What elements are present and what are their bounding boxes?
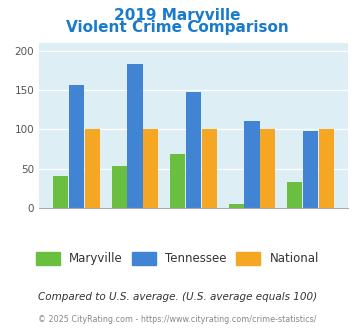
Bar — [170, 154, 185, 208]
Text: Compared to U.S. average. (U.S. average equals 100): Compared to U.S. average. (U.S. average … — [38, 292, 317, 302]
Text: Violent Crime Comparison: Violent Crime Comparison — [66, 20, 289, 35]
Bar — [319, 129, 334, 208]
Bar — [303, 131, 318, 208]
Bar — [143, 129, 158, 208]
Bar — [69, 84, 84, 208]
Bar — [127, 64, 143, 208]
Bar — [229, 204, 244, 208]
Text: © 2025 CityRating.com - https://www.cityrating.com/crime-statistics/: © 2025 CityRating.com - https://www.city… — [38, 315, 317, 324]
Bar — [85, 129, 100, 208]
Bar — [53, 176, 68, 208]
Bar — [287, 182, 302, 208]
Bar — [111, 166, 127, 208]
Text: 2019 Maryville: 2019 Maryville — [114, 8, 241, 23]
Bar — [186, 92, 201, 208]
Bar — [244, 121, 260, 208]
Legend: Maryville, Tennessee, National: Maryville, Tennessee, National — [36, 252, 319, 265]
Bar — [260, 129, 275, 208]
Bar — [202, 129, 217, 208]
